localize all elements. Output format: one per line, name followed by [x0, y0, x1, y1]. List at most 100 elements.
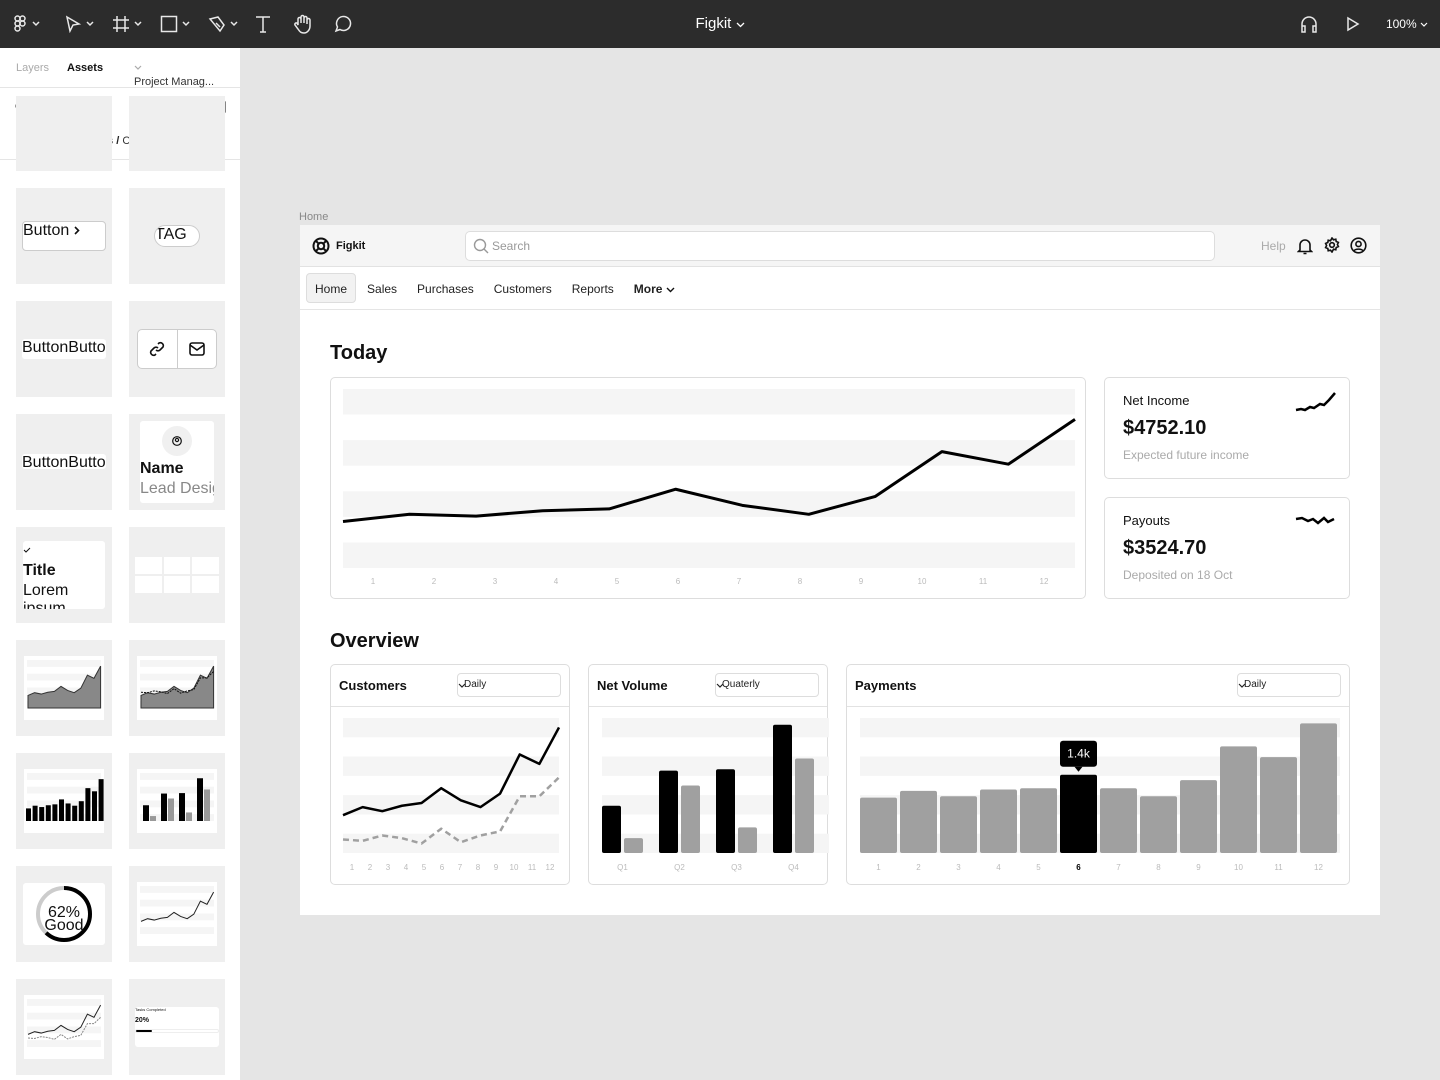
assets-search-input[interactable]: Search [35, 101, 70, 113]
search-input[interactable]: Search [465, 231, 1215, 261]
progress-label: Tasks Completed [135, 1007, 166, 1012]
component-thumb-line-chart[interactable] [129, 866, 225, 962]
donut-label: Good [44, 917, 84, 934]
nav-purchases[interactable]: Purchases [417, 282, 474, 296]
mail-icon [189, 342, 205, 356]
pen-icon[interactable] [208, 12, 238, 36]
link-icon [149, 341, 165, 357]
progress-track [135, 1029, 219, 1033]
grid-band [140, 814, 214, 821]
bar [59, 799, 64, 821]
series-line [27, 1004, 102, 1035]
component-thumb-progress-card[interactable]: Tasks Completed 20% [129, 979, 225, 1075]
grid-band [27, 999, 101, 1006]
play-icon[interactable] [1344, 12, 1360, 36]
frame-label[interactable]: Home [299, 211, 329, 223]
figma-menu-icon[interactable] [12, 12, 40, 36]
mini-chart [24, 656, 104, 720]
dashboard-frame: Figkit Search Help Home Sales Purchases … [300, 225, 1380, 915]
component-thumb-donut[interactable]: 62% Good [16, 866, 112, 962]
bar [85, 788, 91, 821]
tag-preview: TAG [154, 225, 200, 247]
component-thumb-icon-text-buttons[interactable]: ButtonButton [16, 414, 112, 510]
x-tick-label: 3 [956, 863, 961, 872]
grid-band [343, 756, 559, 776]
today-chart-card: 1 2 3 4 5 6 7 8 9 10 11 12 [330, 377, 1086, 599]
x-tick-label: 2 [916, 863, 921, 872]
bar [78, 801, 84, 821]
bar [624, 838, 643, 853]
zoom-dropdown[interactable]: 100% [1386, 17, 1428, 31]
hand-icon[interactable] [293, 12, 313, 36]
nav-home[interactable]: Home [306, 273, 357, 303]
donut-progress [36, 886, 92, 942]
x-tick-label: 10 [510, 863, 519, 872]
component-thumb-icon-buttons[interactable] [129, 301, 225, 397]
bar [980, 789, 1017, 853]
file-title[interactable]: Figkit [620, 15, 820, 32]
component-thumb-button[interactable]: Button [16, 188, 112, 284]
comment-icon[interactable] [333, 12, 353, 36]
grid-band [140, 913, 214, 921]
bar [161, 793, 167, 821]
area-series [27, 665, 102, 709]
grid-band [140, 899, 214, 907]
x-tick-label: 12 [1040, 577, 1049, 586]
lifebuoy-logo-icon [312, 237, 330, 255]
grid-band [140, 701, 214, 708]
help-link[interactable]: Help [1261, 239, 1286, 253]
component-thumb-feature-card[interactable]: Title Lorem ipsum dolor sit amet, consect… [16, 527, 112, 623]
grid-band [27, 1012, 101, 1020]
text-icon[interactable] [255, 12, 271, 36]
progress-fill [136, 1030, 153, 1032]
nav-more[interactable]: More [625, 273, 684, 303]
component-thumb-area-chart[interactable] [16, 640, 112, 736]
nav-customers[interactable]: Customers [493, 282, 552, 296]
frame-icon[interactable] [112, 12, 142, 36]
component-thumb-grouped-bars[interactable] [129, 753, 225, 849]
stats-grid-preview [135, 557, 219, 593]
search-placeholder: Search [492, 239, 531, 253]
x-tick-label: 9 [494, 863, 499, 872]
chevron-down-icon [736, 22, 744, 28]
tab-assets[interactable]: Assets [67, 62, 104, 74]
net-volume-period-select[interactable]: Quaterly [715, 673, 819, 697]
x-tick-label: 9 [859, 577, 864, 586]
settings-gear-icon[interactable] [1324, 237, 1340, 253]
series-line [140, 671, 214, 695]
component-thumb-area-chart-2[interactable] [129, 640, 225, 736]
bar [92, 791, 97, 821]
bell-icon[interactable] [1297, 237, 1313, 255]
series-line [27, 1016, 101, 1040]
grid-band [140, 687, 214, 695]
customers-card: Customers Daily 1 2 3 4 5 6 7 8 9 10 11 12 [330, 664, 570, 885]
customers-period-select[interactable]: Daily [457, 673, 561, 697]
breadcrumb-root[interactable]: Local components / [16, 135, 120, 147]
bar [1140, 796, 1177, 853]
component-thumb-line-chart-2[interactable] [16, 979, 112, 1075]
stat-label: Net Income [1123, 393, 1190, 408]
bar [1220, 746, 1257, 853]
shape-icon[interactable] [160, 12, 190, 36]
grid-band [140, 660, 214, 667]
nav-sales[interactable]: Sales [367, 282, 398, 296]
component-thumb-bar-chart[interactable] [16, 753, 112, 849]
project-dropdown[interactable]: Project Manag... [134, 62, 214, 88]
move-icon[interactable] [64, 12, 94, 36]
assets-panel: Layers Assets Project Manag... Search Lo… [0, 48, 240, 1080]
headphones-icon[interactable] [1299, 12, 1319, 36]
tab-layers[interactable]: Layers [16, 62, 50, 74]
bar [168, 798, 174, 821]
list-view-icon[interactable] [177, 100, 191, 114]
grid-band [140, 773, 214, 780]
component-thumb-button-group[interactable]: ButtonButton [16, 301, 112, 397]
component-thumb-tag[interactable]: TAG [129, 188, 225, 284]
user-avatar-icon[interactable] [1350, 237, 1367, 254]
nav-reports[interactable]: Reports [571, 282, 614, 296]
library-icon[interactable] [206, 100, 226, 114]
component-thumb-stats-grid[interactable] [129, 527, 225, 623]
payments-period-select[interactable]: Daily [1237, 673, 1341, 697]
grid-band [27, 1040, 101, 1047]
